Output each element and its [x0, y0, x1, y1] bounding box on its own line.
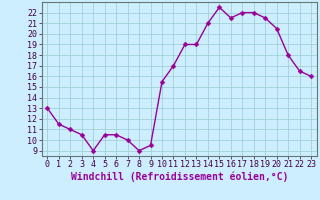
- X-axis label: Windchill (Refroidissement éolien,°C): Windchill (Refroidissement éolien,°C): [70, 172, 288, 182]
